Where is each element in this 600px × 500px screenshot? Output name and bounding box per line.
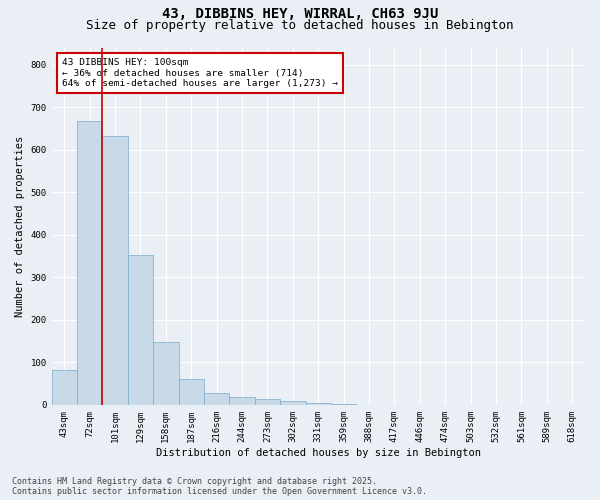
Bar xyxy=(280,401,305,405)
Bar xyxy=(305,403,331,405)
Bar xyxy=(331,404,356,405)
Text: Size of property relative to detached houses in Bebington: Size of property relative to detached ho… xyxy=(86,19,514,32)
Bar xyxy=(77,120,103,405)
Bar xyxy=(52,370,77,405)
Bar xyxy=(229,397,255,405)
Bar xyxy=(128,255,153,405)
X-axis label: Distribution of detached houses by size in Bebington: Distribution of detached houses by size … xyxy=(156,448,481,458)
Bar xyxy=(204,394,229,405)
Y-axis label: Number of detached properties: Number of detached properties xyxy=(15,136,25,317)
Bar xyxy=(255,399,280,405)
Text: 43, DIBBINS HEY, WIRRAL, CH63 9JU: 43, DIBBINS HEY, WIRRAL, CH63 9JU xyxy=(162,8,438,22)
Bar xyxy=(153,342,179,405)
Bar xyxy=(103,136,128,405)
Text: 43 DIBBINS HEY: 100sqm
← 36% of detached houses are smaller (714)
64% of semi-de: 43 DIBBINS HEY: 100sqm ← 36% of detached… xyxy=(62,58,338,88)
Bar xyxy=(179,380,204,405)
Text: Contains HM Land Registry data © Crown copyright and database right 2025.
Contai: Contains HM Land Registry data © Crown c… xyxy=(12,476,427,496)
